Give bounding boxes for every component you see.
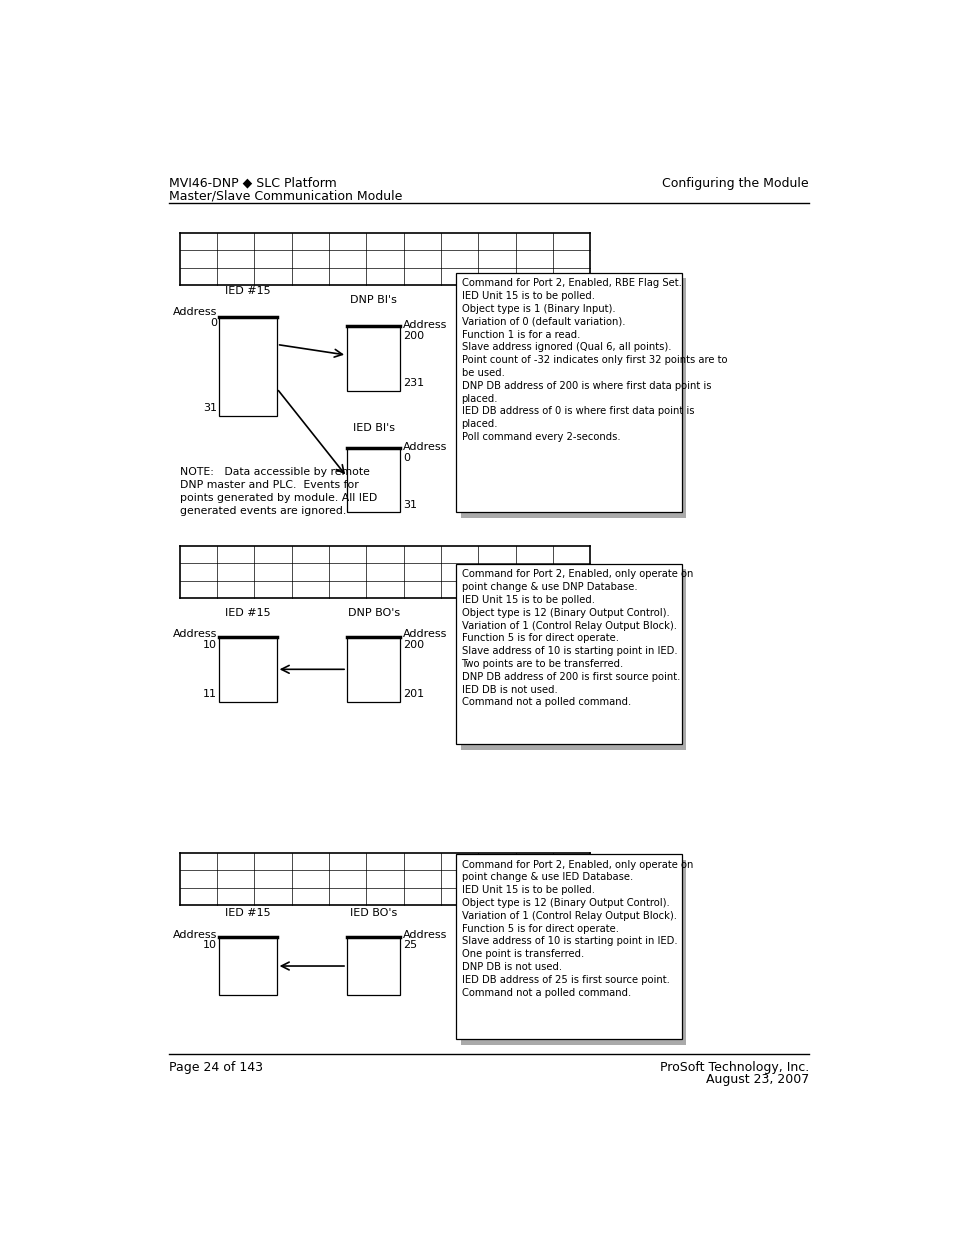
Text: MVI46-DNP ◆ SLC Platform: MVI46-DNP ◆ SLC Platform xyxy=(169,177,336,190)
Text: August 23, 2007: August 23, 2007 xyxy=(705,1073,808,1087)
Text: 31: 31 xyxy=(203,403,216,412)
Bar xyxy=(456,273,681,513)
Bar xyxy=(456,853,681,1039)
Text: ProSoft Technology, Inc.: ProSoft Technology, Inc. xyxy=(659,1061,808,1074)
Text: 200: 200 xyxy=(403,331,424,341)
Text: Address: Address xyxy=(172,930,216,940)
Bar xyxy=(456,563,681,745)
Text: Address: Address xyxy=(172,308,216,317)
Text: IED #15: IED #15 xyxy=(225,608,271,618)
Text: IED #15: IED #15 xyxy=(225,285,271,295)
Text: Page 24 of 143: Page 24 of 143 xyxy=(169,1061,262,1074)
Text: 31: 31 xyxy=(403,500,416,510)
Text: Address: Address xyxy=(403,930,447,940)
Bar xyxy=(219,316,276,416)
Text: 200: 200 xyxy=(403,640,424,650)
Text: IED BO's: IED BO's xyxy=(350,909,396,919)
Text: NOTE:   Data accessible by remote
DNP master and PLC.  Events for
points generat: NOTE: Data accessible by remote DNP mast… xyxy=(180,467,376,516)
Bar xyxy=(347,937,400,994)
Bar xyxy=(347,637,400,701)
Text: 10: 10 xyxy=(203,640,216,650)
Text: Address: Address xyxy=(403,320,447,330)
Text: 0: 0 xyxy=(403,452,410,462)
Text: Command for Port 2, Enabled, only operate on
point change & use DNP Database.
IE: Command for Port 2, Enabled, only operat… xyxy=(461,569,692,708)
Text: DNP BI's: DNP BI's xyxy=(350,295,396,305)
Text: 10: 10 xyxy=(203,940,216,951)
Text: IED BI's: IED BI's xyxy=(353,424,395,433)
Bar xyxy=(219,637,276,701)
Text: Address: Address xyxy=(403,442,447,452)
Text: 11: 11 xyxy=(203,689,216,699)
Bar xyxy=(347,448,400,513)
Bar xyxy=(460,860,685,1045)
Bar xyxy=(460,569,685,750)
Text: Command for Port 2, Enabled, RBE Flag Set.
IED Unit 15 is to be polled.
Object t: Command for Port 2, Enabled, RBE Flag Se… xyxy=(461,278,726,442)
Text: 25: 25 xyxy=(403,940,416,951)
Text: Master/Slave Communication Module: Master/Slave Communication Module xyxy=(169,189,402,203)
Text: 0: 0 xyxy=(210,319,216,329)
Bar xyxy=(460,278,685,519)
Bar xyxy=(347,326,400,390)
Text: 231: 231 xyxy=(403,378,424,388)
Text: 201: 201 xyxy=(403,689,424,699)
Text: DNP BO's: DNP BO's xyxy=(347,608,399,618)
Text: Address: Address xyxy=(172,630,216,640)
Text: IED #15: IED #15 xyxy=(225,909,271,919)
Text: Command for Port 2, Enabled, only operate on
point change & use IED Database.
IE: Command for Port 2, Enabled, only operat… xyxy=(461,860,692,998)
Bar xyxy=(219,937,276,994)
Text: Address: Address xyxy=(403,630,447,640)
Text: Configuring the Module: Configuring the Module xyxy=(661,177,808,190)
